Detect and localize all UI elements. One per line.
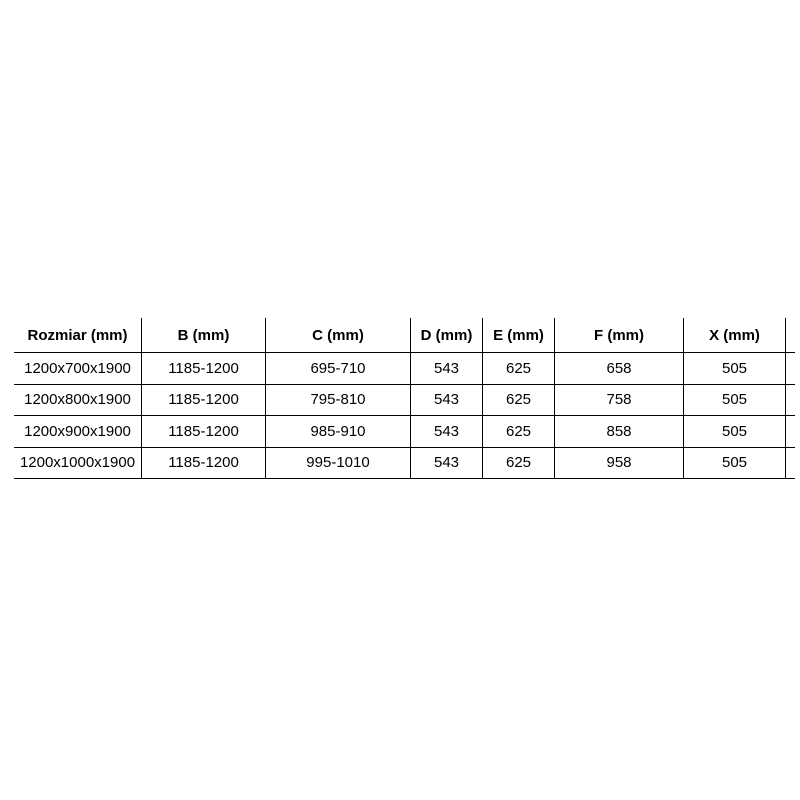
cell-e: 625 — [483, 416, 555, 447]
cell-d: 543 — [411, 353, 483, 384]
row-right-spacer — [786, 448, 795, 479]
header-cell-c: C (mm) — [266, 318, 411, 352]
table-row: 1200x900x1900 1185-1200 985-910 543 625 … — [14, 416, 795, 448]
table-row: 1200x800x1900 1185-1200 795-810 543 625 … — [14, 384, 795, 416]
cell-x: 505 — [684, 416, 786, 447]
cell-rozmiar: 1200x900x1900 — [14, 416, 142, 447]
header-cell-x: X (mm) — [684, 318, 786, 352]
cell-d: 543 — [411, 447, 483, 478]
cell-f: 758 — [555, 384, 684, 415]
dimensions-table: Rozmiar (mm) B (mm) C (mm) D (mm) E (mm)… — [14, 318, 795, 479]
cell-rozmiar: 1200x700x1900 — [14, 353, 142, 384]
cell-f: 858 — [555, 416, 684, 447]
cell-d: 543 — [411, 416, 483, 447]
cell-b: 1185-1200 — [142, 416, 266, 447]
cell-e: 625 — [483, 353, 555, 384]
cell-c: 795-810 — [266, 384, 411, 415]
cell-x: 505 — [684, 353, 786, 384]
cell-x: 505 — [684, 447, 786, 478]
cell-e: 625 — [483, 447, 555, 478]
table-header-row: Rozmiar (mm) B (mm) C (mm) D (mm) E (mm)… — [14, 318, 795, 353]
cell-f: 658 — [555, 353, 684, 384]
header-cell-f: F (mm) — [555, 318, 684, 352]
cell-rozmiar: 1200x1000x1900 — [14, 447, 142, 478]
cell-c: 695-710 — [266, 353, 411, 384]
header-cell-d: D (mm) — [411, 318, 483, 352]
cell-x: 505 — [684, 384, 786, 415]
cell-b: 1185-1200 — [142, 447, 266, 478]
row-right-spacer — [786, 353, 795, 384]
cell-rozmiar: 1200x800x1900 — [14, 384, 142, 415]
row-right-spacer — [786, 385, 795, 416]
row-right-spacer — [786, 416, 795, 447]
header-cell-rozmiar: Rozmiar (mm) — [14, 318, 142, 352]
cell-b: 1185-1200 — [142, 384, 266, 415]
cell-f: 958 — [555, 447, 684, 478]
header-cell-e: E (mm) — [483, 318, 555, 352]
table-row: 1200x700x1900 1185-1200 695-710 543 625 … — [14, 353, 795, 385]
cell-c: 985-910 — [266, 416, 411, 447]
cell-c: 995-1010 — [266, 447, 411, 478]
cell-e: 625 — [483, 384, 555, 415]
header-cell-b: B (mm) — [142, 318, 266, 352]
table-row: 1200x1000x1900 1185-1200 995-1010 543 62… — [14, 447, 795, 479]
row-right-spacer — [786, 318, 795, 352]
cell-d: 543 — [411, 384, 483, 415]
cell-b: 1185-1200 — [142, 353, 266, 384]
